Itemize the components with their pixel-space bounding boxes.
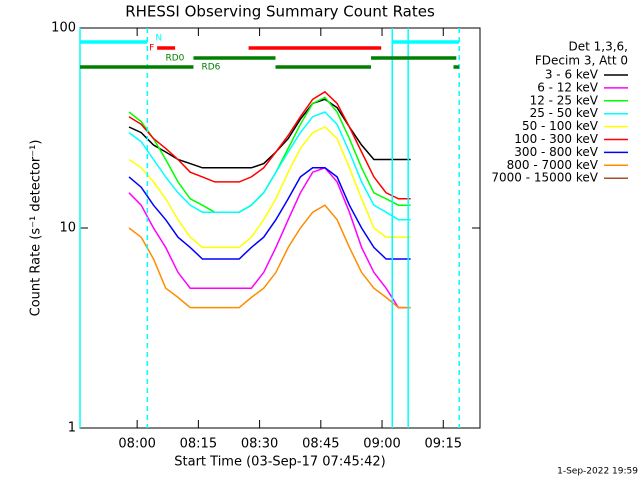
chart-title: RHESSI Observing Summary Count Rates xyxy=(125,3,435,21)
x-tick-label: 09:15 xyxy=(425,437,462,452)
flag-label: N xyxy=(155,34,162,44)
series-line xyxy=(128,90,411,200)
y-axis-label: Count Rate (s⁻¹ detector⁻¹) xyxy=(29,140,44,317)
x-tick-label: 08:15 xyxy=(180,437,217,452)
series-line xyxy=(128,167,411,260)
x-axis-label: Start Time (03-Sep-17 07:45:42) xyxy=(174,455,385,470)
legend-header: Det 1,3,6, xyxy=(569,40,629,54)
legend-label: 12 - 25 keV xyxy=(530,93,599,107)
series-line xyxy=(128,126,411,249)
legend-label: 100 - 300 keV xyxy=(514,132,598,146)
legend-label: 800 - 7000 keV xyxy=(507,158,599,172)
y-tick-label: 1 xyxy=(68,421,76,436)
y-tick-label: 100 xyxy=(51,21,76,36)
series-line xyxy=(128,204,411,309)
flag-label: RD0 xyxy=(165,54,184,64)
legend-label: 50 - 100 keV xyxy=(522,119,599,133)
series-line xyxy=(128,166,411,309)
x-tick-label: 09:00 xyxy=(363,437,400,452)
legend-label: 25 - 50 keV xyxy=(530,106,599,120)
footer: 1-Sep-2022 19:59 xyxy=(557,467,638,477)
legend-header: FDecim 3, Att 0 xyxy=(535,54,628,68)
legend-label: 6 - 12 keV xyxy=(537,80,599,94)
x-tick-label: 08:45 xyxy=(302,437,339,452)
x-tick-label: 08:30 xyxy=(241,437,278,452)
legend-label: 300 - 800 keV xyxy=(514,145,598,159)
flag-label: RD6 xyxy=(201,63,220,73)
series-line xyxy=(128,111,411,221)
y-tick-label: 10 xyxy=(59,221,76,236)
x-tick-label: 08:00 xyxy=(118,437,155,452)
legend-label: 7000 - 15000 keV xyxy=(491,171,598,185)
legend-label: 3 - 6 keV xyxy=(545,68,599,82)
flag-label: F xyxy=(149,44,154,54)
